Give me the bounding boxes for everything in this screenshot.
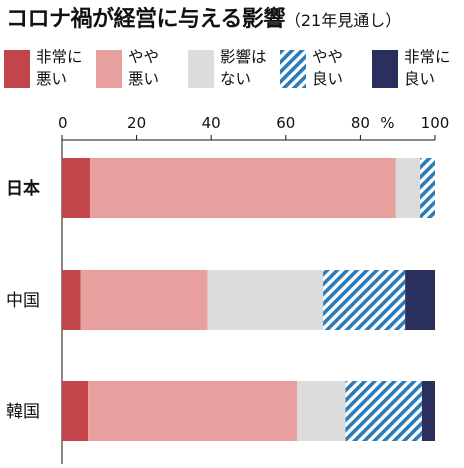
bar-segment xyxy=(296,381,346,441)
x-tick-label: 20 xyxy=(127,114,146,132)
bar-segment xyxy=(88,381,297,441)
bar-segment xyxy=(62,270,81,330)
category-label: 日本 xyxy=(6,178,40,199)
plot-area: 0 20 40 60 80 100% 日本中国韓国 xyxy=(0,100,464,464)
bar-segment xyxy=(62,158,90,218)
legend-label: やや 悪い xyxy=(128,48,160,88)
legend-item: やや 良い xyxy=(280,44,372,94)
legend-item: やや 悪い xyxy=(96,44,188,94)
legend-swatch xyxy=(4,50,30,88)
category-label: 韓国 xyxy=(6,402,40,422)
legend-item: 非常に 悪い xyxy=(4,44,96,94)
legend-swatch xyxy=(280,50,306,88)
legend-label: 非常に 良い xyxy=(404,48,451,88)
x-tick-label: 60 xyxy=(276,114,295,132)
x-tick-label: 100 xyxy=(421,114,450,132)
legend-label: やや 良い xyxy=(312,48,344,88)
bar-segment xyxy=(405,270,435,330)
bar-segment xyxy=(80,270,208,330)
legend-swatch xyxy=(372,50,398,88)
legend-swatch xyxy=(188,50,214,88)
category-label: 中国 xyxy=(6,291,40,311)
chart-title-main: コロナ禍が経営に与える影響 xyxy=(6,7,285,32)
x-tick-label: 40 xyxy=(202,114,221,132)
x-unit-label: % xyxy=(380,114,394,132)
bar-segment xyxy=(62,381,89,441)
legend: 非常に 悪い やや 悪い 影響は ない やや 良い 非常に 良い xyxy=(4,44,460,96)
bar-segment xyxy=(323,270,406,330)
chart-subtitle: （21年見通し） xyxy=(284,11,402,30)
legend-swatch xyxy=(96,50,122,88)
x-tick-label: 0 xyxy=(58,114,68,132)
bar-segment xyxy=(421,381,435,441)
legend-item: 非常に 良い xyxy=(372,44,464,94)
bar-segment xyxy=(207,270,324,330)
bar-segment xyxy=(395,158,421,218)
x-tick-label: 80 xyxy=(351,114,370,132)
legend-item: 影響は ない xyxy=(188,44,280,94)
legend-label: 非常に 悪い xyxy=(36,48,83,88)
bar-segment xyxy=(89,158,396,218)
chart-title: コロナ禍が経営に与える影響（21年見通し） xyxy=(6,6,458,34)
legend-label: 影響は ない xyxy=(220,48,267,88)
bar-segment xyxy=(345,381,422,441)
bar-segment xyxy=(420,158,435,218)
